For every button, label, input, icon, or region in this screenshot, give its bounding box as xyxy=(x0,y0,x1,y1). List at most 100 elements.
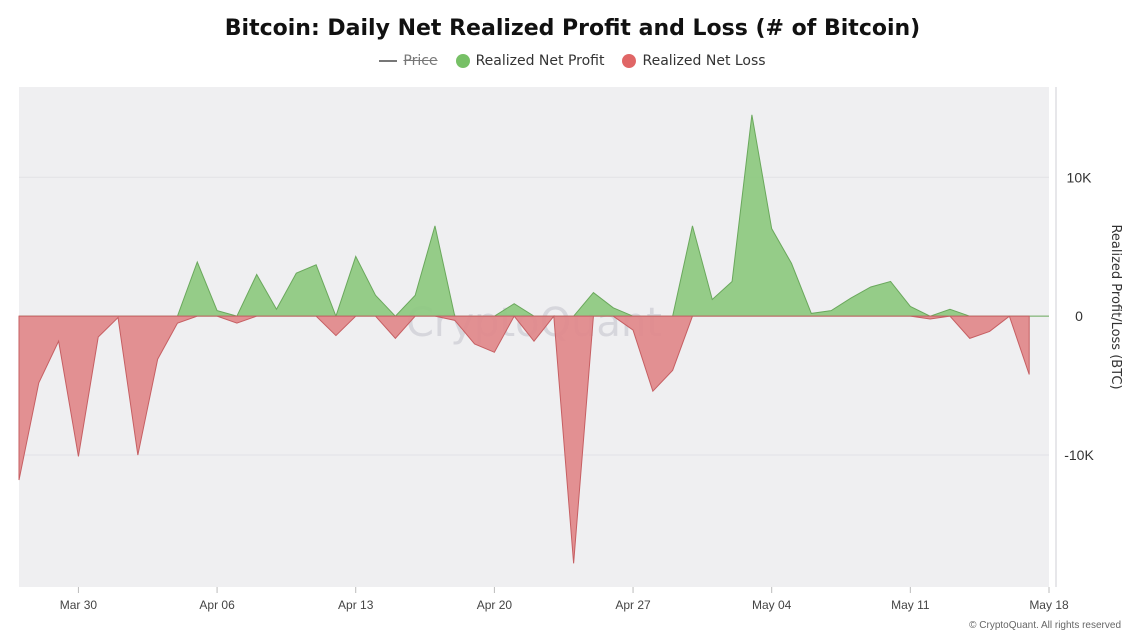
data-point xyxy=(632,315,634,317)
copyright-footer: © CryptoQuant. All rights reserved xyxy=(969,620,1121,631)
data-point xyxy=(691,315,693,317)
data-point xyxy=(711,315,713,317)
data-point xyxy=(731,315,733,317)
chart-title: Bitcoin: Daily Net Realized Profit and L… xyxy=(224,16,921,41)
x-tick-label: May 04 xyxy=(752,598,792,612)
data-point xyxy=(949,308,951,310)
data-point xyxy=(176,315,178,317)
data-point xyxy=(513,303,515,305)
x-tick-label: Apr 13 xyxy=(338,598,374,612)
series-area-loss xyxy=(18,314,1030,564)
data-point xyxy=(474,343,476,345)
data-point xyxy=(375,315,377,317)
data-point xyxy=(909,305,911,307)
data-point xyxy=(18,315,20,317)
data-point xyxy=(791,262,793,264)
data-point xyxy=(256,274,258,276)
legend-label-price: Price xyxy=(403,53,438,69)
data-point xyxy=(493,351,495,353)
y-tick-label: 10K xyxy=(1067,169,1093,185)
data-point xyxy=(295,272,297,274)
data-point xyxy=(1008,315,1010,317)
data-point xyxy=(731,280,733,282)
data-point xyxy=(157,315,159,317)
data-point xyxy=(691,225,693,227)
data-point xyxy=(592,315,594,317)
data-point xyxy=(38,382,40,384)
data-point xyxy=(771,315,773,317)
data-point xyxy=(573,315,575,317)
data-point xyxy=(355,315,357,317)
data-point xyxy=(434,315,436,317)
data-point xyxy=(1048,315,1050,317)
legend-dot-icon xyxy=(455,54,470,68)
data-point xyxy=(394,315,396,317)
x-tick-label: Apr 20 xyxy=(477,598,513,612)
data-point xyxy=(216,315,218,317)
data-point xyxy=(771,228,773,230)
data-point xyxy=(18,479,20,481)
data-point xyxy=(196,315,198,317)
y-tick-label: -10K xyxy=(1064,447,1094,463)
data-point xyxy=(276,315,278,317)
x-tick-label: Mar 30 xyxy=(60,598,98,612)
data-point xyxy=(850,297,852,299)
data-point xyxy=(870,286,872,288)
data-point xyxy=(830,315,832,317)
data-point xyxy=(850,315,852,317)
data-point xyxy=(58,340,60,342)
x-tick-label: Apr 06 xyxy=(199,598,235,612)
data-point xyxy=(137,454,139,456)
data-point xyxy=(236,322,238,324)
legend-line-icon xyxy=(379,60,398,62)
data-point xyxy=(97,315,99,317)
data-point xyxy=(474,315,476,317)
data-point xyxy=(711,299,713,301)
data-point xyxy=(513,315,515,317)
legend-item-loss[interactable]: Realized Net Loss xyxy=(622,53,766,69)
data-point xyxy=(989,330,991,332)
data-point xyxy=(830,310,832,312)
data-point xyxy=(672,315,674,317)
data-point xyxy=(533,340,535,342)
legend-item-profit[interactable]: Realized Net Profit xyxy=(455,53,605,69)
legend-label-profit: Realized Net Profit xyxy=(475,53,605,69)
data-point xyxy=(909,315,911,317)
data-point xyxy=(989,315,991,317)
data-point xyxy=(117,317,119,319)
data-point xyxy=(58,315,60,317)
data-point xyxy=(929,315,931,317)
legend: Price Realized Net Profit Realized Net L… xyxy=(0,53,1145,69)
data-point xyxy=(394,337,396,339)
data-point xyxy=(77,315,79,317)
data-point xyxy=(176,322,178,324)
data-point xyxy=(890,315,892,317)
data-point xyxy=(612,315,614,317)
data-point xyxy=(929,318,931,320)
data-point xyxy=(38,315,40,317)
data-point xyxy=(573,562,575,564)
data-point xyxy=(77,455,79,457)
data-point xyxy=(157,358,159,360)
data-point xyxy=(969,337,971,339)
data-point xyxy=(870,315,872,317)
data-point xyxy=(414,315,416,317)
data-point xyxy=(751,114,753,116)
data-point xyxy=(196,261,198,263)
data-point xyxy=(236,315,238,317)
data-point xyxy=(612,307,614,309)
legend-item-price[interactable]: Price xyxy=(379,53,438,69)
y-tick-label: 0 xyxy=(1075,308,1083,324)
data-point xyxy=(652,390,654,392)
data-point xyxy=(810,312,812,314)
data-point xyxy=(890,280,892,282)
data-point xyxy=(216,310,218,312)
data-point xyxy=(672,369,674,371)
data-point xyxy=(949,315,951,317)
data-point xyxy=(97,336,99,338)
data-point xyxy=(295,315,297,317)
x-tick-label: Apr 27 xyxy=(615,598,651,612)
data-point xyxy=(1028,374,1030,376)
data-point xyxy=(454,315,456,317)
